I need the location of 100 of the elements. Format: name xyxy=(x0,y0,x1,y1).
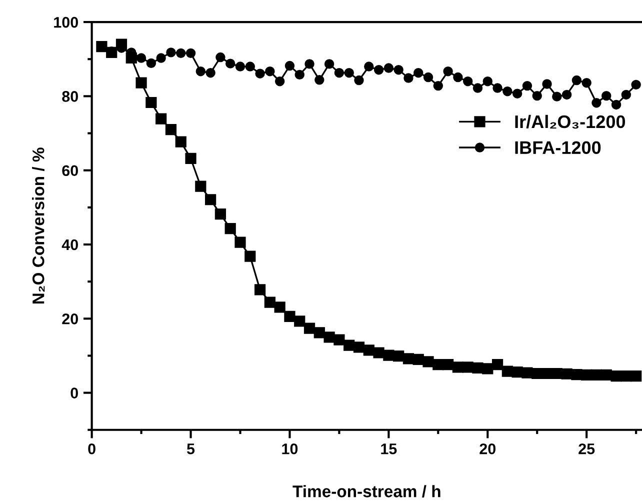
point xyxy=(462,76,473,86)
point xyxy=(542,79,552,89)
point xyxy=(165,124,177,136)
point xyxy=(562,90,572,100)
point xyxy=(532,368,543,380)
point xyxy=(383,350,394,361)
y-tick-label: 60 xyxy=(62,165,78,176)
point xyxy=(393,350,404,362)
x-tick-label: 15 xyxy=(381,444,397,454)
point xyxy=(196,66,206,76)
point xyxy=(414,68,424,78)
point xyxy=(344,340,355,351)
point xyxy=(235,62,246,72)
point xyxy=(620,370,632,382)
point xyxy=(482,363,494,374)
point xyxy=(176,48,186,58)
point xyxy=(423,72,434,82)
point xyxy=(492,83,502,93)
point xyxy=(611,100,622,110)
point xyxy=(175,136,186,148)
point xyxy=(602,90,612,101)
point xyxy=(502,366,513,377)
x-tick-label: 10 xyxy=(282,443,298,454)
point xyxy=(146,58,156,68)
point xyxy=(610,370,622,382)
point xyxy=(334,334,345,346)
y-tick-label: 40 xyxy=(62,239,78,250)
point xyxy=(582,78,592,88)
point xyxy=(522,80,532,91)
point xyxy=(185,152,196,164)
y-axis-title: N₂O Conversion / % xyxy=(32,148,45,304)
point xyxy=(404,73,414,83)
point xyxy=(432,359,444,370)
point xyxy=(255,68,265,78)
point xyxy=(541,368,553,380)
point xyxy=(374,65,384,75)
point xyxy=(512,88,522,98)
point xyxy=(482,76,492,86)
point xyxy=(453,72,463,82)
point xyxy=(621,90,632,100)
point xyxy=(304,59,314,69)
point xyxy=(462,362,474,373)
point xyxy=(384,63,394,73)
point xyxy=(146,96,157,108)
point xyxy=(552,92,562,102)
y-tick-label: 20 xyxy=(62,314,78,324)
point xyxy=(571,369,582,380)
point xyxy=(136,77,147,88)
point xyxy=(334,68,344,78)
point xyxy=(265,66,275,76)
point xyxy=(472,83,483,93)
point xyxy=(186,48,196,58)
point xyxy=(214,208,226,220)
point xyxy=(294,70,304,80)
point xyxy=(443,66,453,76)
x-axis-title: Time-on-stream / h xyxy=(292,485,440,498)
point xyxy=(592,98,602,108)
point xyxy=(422,356,434,368)
point xyxy=(532,90,542,101)
point xyxy=(502,86,512,96)
y-tick-label: 80 xyxy=(62,91,78,102)
point xyxy=(630,370,642,382)
point xyxy=(394,65,404,75)
point xyxy=(294,316,306,327)
point xyxy=(136,53,146,63)
point xyxy=(354,75,364,86)
point xyxy=(314,75,324,85)
point xyxy=(216,52,226,62)
point xyxy=(166,48,176,58)
x-tick-label: 0 xyxy=(88,443,96,454)
point xyxy=(254,284,266,296)
point xyxy=(284,60,295,71)
point xyxy=(304,322,316,334)
point xyxy=(195,180,206,192)
point xyxy=(284,310,296,322)
point xyxy=(522,367,533,378)
x-tick-label: 25 xyxy=(578,443,595,454)
point xyxy=(442,359,454,370)
point xyxy=(631,80,641,90)
point xyxy=(402,353,414,364)
point xyxy=(206,68,216,78)
point xyxy=(234,236,246,248)
point xyxy=(224,222,236,234)
point xyxy=(204,194,216,206)
legend-label: Ir/Al₂O₃-1200 xyxy=(515,114,626,129)
point xyxy=(274,76,285,86)
point xyxy=(274,302,286,313)
point xyxy=(492,359,504,370)
point xyxy=(324,59,334,69)
point xyxy=(225,58,236,68)
point xyxy=(353,342,365,353)
point xyxy=(452,362,464,373)
point xyxy=(373,347,384,358)
point xyxy=(156,53,166,63)
point xyxy=(433,80,444,91)
point xyxy=(364,62,374,72)
point xyxy=(561,368,572,380)
point xyxy=(472,362,484,374)
point xyxy=(314,327,325,338)
y-tick-label: 100 xyxy=(54,16,78,28)
